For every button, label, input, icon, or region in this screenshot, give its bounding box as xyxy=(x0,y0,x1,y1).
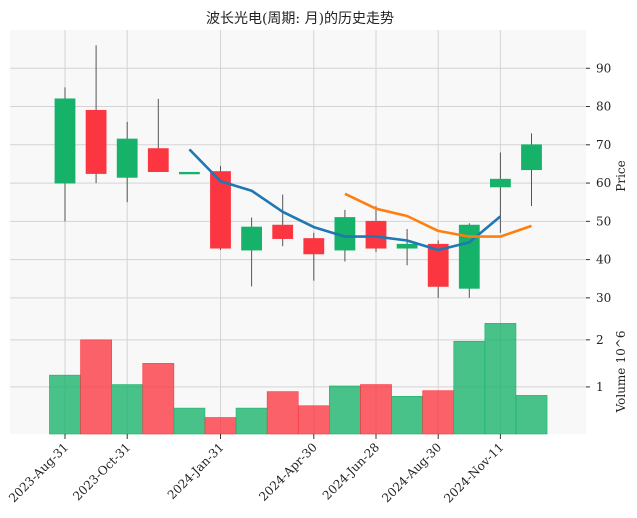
volume-tick-label: 2 xyxy=(596,333,604,347)
volume-bar xyxy=(111,384,144,435)
volume-bar xyxy=(49,374,81,435)
moving-average-line xyxy=(188,148,502,252)
volume-bar xyxy=(204,417,237,435)
price-tick-label: 50 xyxy=(596,214,611,228)
price-tick-label: 60 xyxy=(596,176,611,190)
candle-body xyxy=(458,224,480,289)
volume-multiplier: 10^6 xyxy=(614,331,628,364)
volume-tick-label: 1 xyxy=(596,380,604,394)
candle-body xyxy=(85,109,107,174)
x-tick-label: 2023-Aug-31 xyxy=(6,440,71,505)
volume-bar xyxy=(329,385,361,435)
candle-body xyxy=(521,144,542,171)
x-axis: 2023-Aug-31 2023-Oct-31 2024-Jan-31 2024-Ap… xyxy=(6,434,507,506)
candle-body xyxy=(241,226,263,251)
price-tick-label: 40 xyxy=(596,253,611,267)
volume-bar xyxy=(235,407,268,435)
volume-bar xyxy=(360,384,392,435)
volume-bar xyxy=(266,391,299,435)
candles xyxy=(54,45,542,298)
price-tick-label: 90 xyxy=(596,61,611,75)
volume-bar xyxy=(391,396,423,435)
candle-body xyxy=(178,171,200,175)
volume-bar xyxy=(484,323,517,435)
price-tick-label: 30 xyxy=(596,291,611,305)
volume-bar xyxy=(297,405,330,435)
chart-title: 波长光电(周期: 月)的历史走势 xyxy=(206,11,394,27)
volume-axis: 12 xyxy=(586,333,604,394)
volume-bar xyxy=(453,340,486,435)
volume-bar xyxy=(422,390,455,435)
x-tick-label: 2024-Aug-30 xyxy=(379,440,444,505)
candle-body xyxy=(147,148,169,172)
x-tick-label: 2024-Jan-31 xyxy=(165,440,227,502)
candle-body xyxy=(396,243,418,249)
x-tick-label: 2023-Oct-31 xyxy=(70,440,133,503)
price-axis: 30 40 50 60 70 80 90 xyxy=(586,61,611,305)
price-tick-label: 80 xyxy=(596,100,611,114)
volume-bar xyxy=(80,339,112,435)
volume-bars xyxy=(49,323,548,435)
candle-body xyxy=(303,238,325,255)
candle-body xyxy=(116,138,138,178)
candle-body xyxy=(54,98,76,184)
candle-body xyxy=(210,171,231,249)
candle-body xyxy=(365,220,387,249)
price-axis-label: Price xyxy=(614,160,628,191)
volume-bar xyxy=(173,407,206,435)
candle-body xyxy=(489,178,511,188)
moving-average-lines xyxy=(188,148,532,252)
volume-axis-label: Volume xyxy=(614,368,628,414)
moving-average-line xyxy=(344,192,532,238)
candle-body xyxy=(427,243,449,287)
volume-bar xyxy=(515,395,548,435)
volume-bar xyxy=(142,363,175,435)
x-tick-label: 2024-Nov-11 xyxy=(441,440,506,505)
price-tick-label: 70 xyxy=(596,138,611,152)
candle-body xyxy=(272,224,294,239)
x-tick-label: 2024-Apr-30 xyxy=(256,440,320,504)
x-tick-label: 2024-Jun-28 xyxy=(320,440,382,502)
